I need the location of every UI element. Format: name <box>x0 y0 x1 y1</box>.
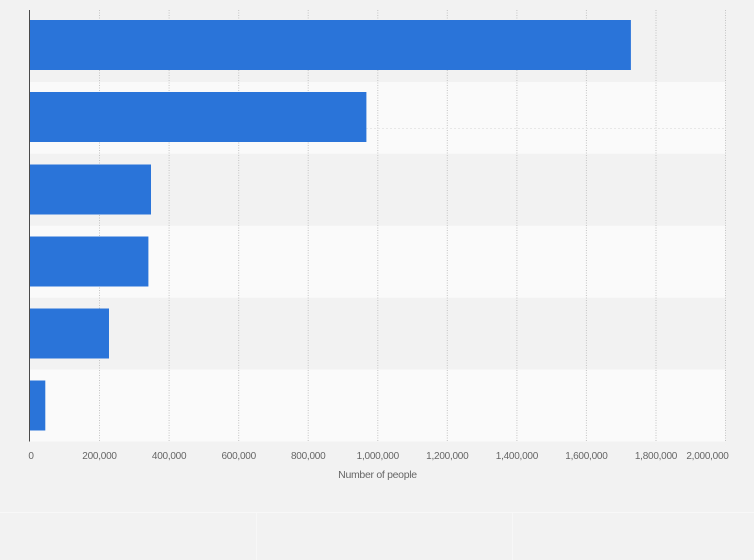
svg-text:200,000: 200,000 <box>82 451 117 462</box>
svg-text:Number of people: Number of people <box>338 469 417 481</box>
svg-text:1,800,000: 1,800,000 <box>635 451 678 462</box>
svg-text:1,000,000: 1,000,000 <box>357 451 400 462</box>
svg-text:600,000: 600,000 <box>221 451 256 462</box>
svg-text:2,000,000: 2,000,000 <box>686 451 729 462</box>
svg-text:800,000: 800,000 <box>291 451 326 462</box>
svg-text:1,400,000: 1,400,000 <box>496 451 539 462</box>
svg-text:0: 0 <box>28 451 34 462</box>
svg-text:1,200,000: 1,200,000 <box>426 451 469 462</box>
svg-text:400,000: 400,000 <box>152 451 187 462</box>
svg-text:1,600,000: 1,600,000 <box>565 451 608 462</box>
